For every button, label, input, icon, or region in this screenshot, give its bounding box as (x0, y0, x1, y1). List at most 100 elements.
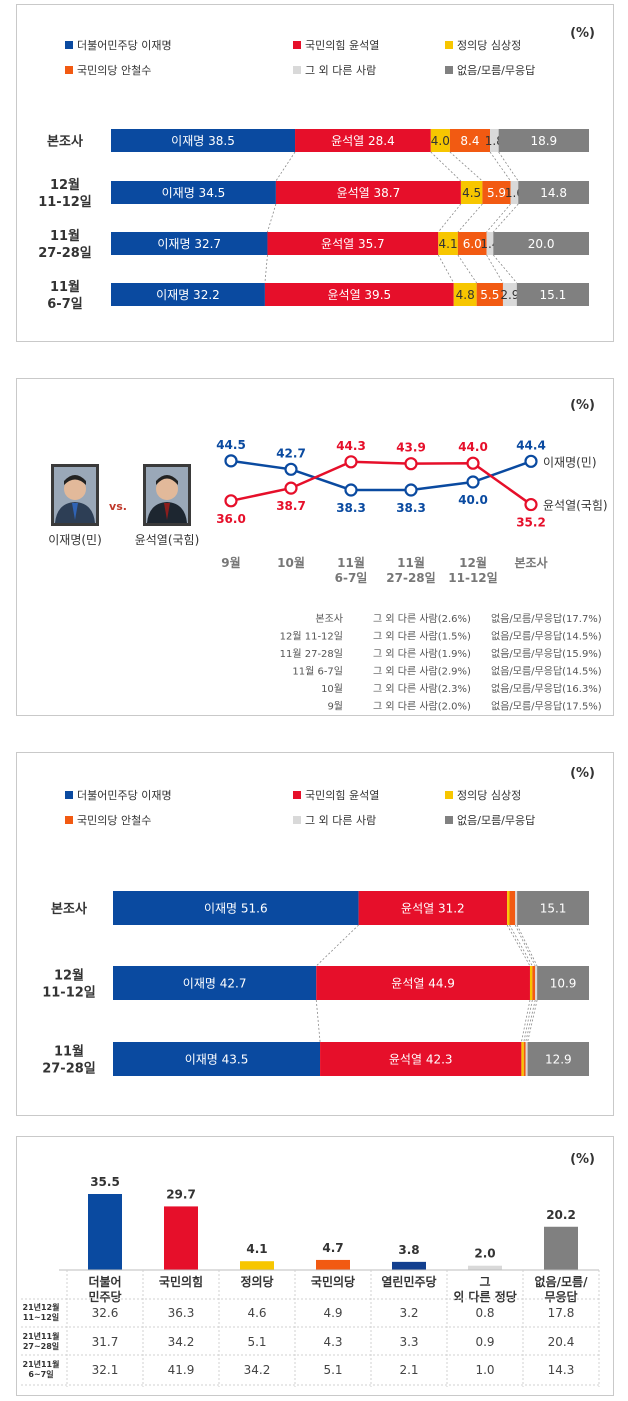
legend-label: 없음/모름/무응답 (457, 814, 535, 827)
bar-segment (510, 181, 519, 204)
connector-line (486, 203, 511, 233)
data-label: 42.7 (276, 446, 306, 460)
data-label: 5.9 (487, 186, 506, 200)
connector-line (493, 203, 519, 233)
bar-segment (535, 966, 538, 1000)
legend-label: 그 외 다른 사람 (305, 64, 376, 77)
connector-line (521, 999, 531, 1043)
table-row-label: 6~7일 (28, 1369, 53, 1379)
row-label: 12월 (54, 968, 84, 984)
note-period: 10월 (321, 683, 343, 695)
table-cell: 5.1 (247, 1335, 266, 1349)
legend-swatch (445, 816, 453, 824)
legend-label: 국민의당 안철수 (77, 64, 151, 77)
data-label: 윤석열 38.7 (337, 186, 401, 200)
data-label: 10.9 (550, 977, 577, 991)
connector-line (486, 254, 504, 284)
data-label: 15.1 (540, 288, 567, 302)
note-other: 그 외 다른 사람(2.0%) (373, 700, 471, 713)
connector-line (523, 999, 533, 1043)
bar-segment (275, 181, 461, 204)
table-row-label: 11~12일 (23, 1312, 59, 1322)
row-label: 11월 (50, 228, 80, 244)
table-cell: 14.3 (548, 1363, 575, 1377)
data-label: 4.5 (462, 186, 481, 200)
table-cell: 41.9 (168, 1363, 195, 1377)
bar-segment (111, 232, 268, 255)
row-label: 11-12일 (38, 195, 92, 210)
series-line (230, 459, 532, 492)
note-none: 없음/모름/무응답(16.3%) (491, 682, 602, 695)
bar-segment (527, 1042, 589, 1076)
data-point (404, 457, 418, 471)
connector-line (509, 924, 533, 967)
table-row-label: 21년12월 (23, 1302, 60, 1312)
note-period: 본조사 (315, 613, 343, 625)
x-tick-label: 11월 (397, 555, 425, 570)
data-point (404, 483, 418, 497)
x-tick-label: 11-12일 (448, 571, 497, 585)
connector-line (525, 999, 536, 1043)
row-label: 27-28일 (38, 246, 92, 261)
data-label: 이재명 43.5 (185, 1053, 249, 1067)
table-row-label: 21년11월 (23, 1359, 60, 1369)
connector-line (527, 999, 538, 1043)
data-label: 2.0 (474, 1247, 495, 1261)
bar-segment (493, 232, 589, 255)
x-tick-label: 11월 (337, 555, 365, 570)
note-other: 그 외 다른 사람(2.3%) (373, 682, 471, 695)
legend-label: 정의당 심상정 (457, 789, 521, 802)
bar-segment (113, 891, 359, 925)
data-label: 4.7 (322, 1241, 343, 1255)
data-label: 35.5 (90, 1175, 120, 1189)
data-label: 4.0 (431, 134, 450, 148)
data-label: 4.1 (439, 237, 458, 251)
data-point (466, 475, 480, 489)
data-label: 3.8 (398, 1243, 419, 1257)
legend-swatch (293, 41, 301, 49)
data-label: 윤석열 42.3 (389, 1053, 453, 1067)
vs-label: vs. (109, 500, 127, 513)
data-label: 20.0 (528, 237, 555, 251)
legend-label: 더불어민주당 이재명 (77, 789, 172, 802)
party-bar (164, 1206, 198, 1270)
bar-segment (111, 129, 296, 152)
unit-label: (%) (570, 1152, 595, 1167)
connector-line (315, 999, 321, 1043)
row-label: 12월 (50, 177, 80, 193)
data-label: 윤석열 44.9 (391, 977, 455, 991)
note-none: 없음/모름/무응답(14.5%) (491, 630, 602, 643)
bar-segment (517, 891, 589, 925)
connector-line (267, 203, 277, 233)
connector-line (264, 254, 268, 284)
legend-swatch (445, 791, 453, 799)
data-point (224, 494, 238, 508)
connector-line (498, 151, 519, 182)
category-label: 열린민주당 (381, 1274, 436, 1289)
party-bar-chart: (%) 35.5 더불어민주당 29.7 국민의힘 4.1 정의당 4.7 국민의당 3.8 열린민… (21, 1152, 600, 1387)
bar-segment (482, 181, 511, 204)
data-label: 2.9 (500, 288, 519, 302)
table-cell: 1.0 (475, 1363, 494, 1377)
data-label: 44.0 (458, 440, 488, 454)
table-cell: 4.6 (247, 1306, 266, 1320)
data-label: 6.0 (463, 237, 482, 251)
unit-label: (%) (570, 766, 595, 781)
connector-line (489, 151, 511, 182)
table-cell: 34.2 (244, 1363, 271, 1377)
data-label: 15.1 (540, 902, 567, 916)
note-period: 12월 11-12일 (280, 631, 343, 643)
hair (64, 475, 86, 485)
bar-segment (316, 966, 530, 1000)
data-point (466, 456, 480, 470)
note-period: 11월 27-28일 (280, 648, 343, 660)
legend-label: 국민의당 안철수 (77, 814, 151, 827)
table-cell: 32.1 (92, 1363, 119, 1377)
bar-segment (486, 232, 494, 255)
table-cell: 5.1 (323, 1363, 342, 1377)
bar-segment (490, 129, 499, 152)
series-end-label: 윤석열(국힘) (543, 499, 608, 513)
legend-swatch (445, 41, 453, 49)
chart-panel-4: (%) 35.5 더불어 민주당 29.7 국민의힘 4.1 정의당 4.7 국민의당 3.8 열린민… (16, 1136, 614, 1396)
